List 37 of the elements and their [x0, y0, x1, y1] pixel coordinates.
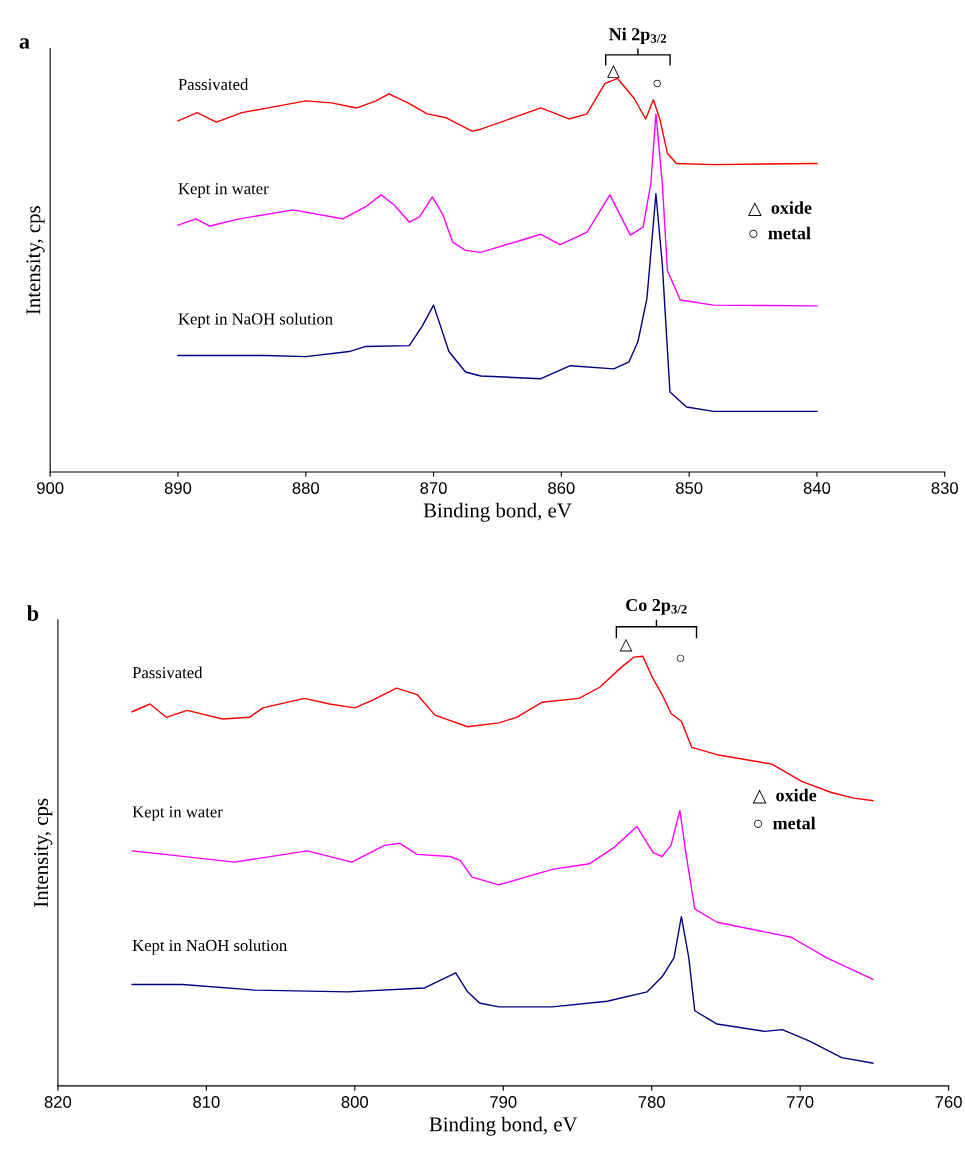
x-tick-label: 860: [548, 482, 575, 494]
x-tick-label: 830: [931, 482, 958, 494]
text: Co 2p$_{3/2}$: [626, 598, 687, 615]
x-tick-label: 810: [193, 1096, 220, 1108]
series-label: Kept in water: [132, 806, 223, 821]
x-axis-title: Binding bond, eV: [423, 502, 572, 522]
annotation: △ oxide: [752, 788, 817, 804]
series-label: Kept in NaOH solution: [178, 312, 333, 328]
annotation: ○: [676, 654, 685, 663]
x-tick-label: 780: [638, 1096, 665, 1108]
x-tick-label: 850: [675, 482, 703, 494]
text: △: [619, 638, 633, 652]
x-tick-label: 760: [935, 1096, 962, 1108]
x-axis-title: Binding bond, eV: [429, 1116, 578, 1136]
x-tick-label: 800: [341, 1096, 369, 1108]
text: Ni 2p$_{3/2}$: [609, 27, 667, 44]
annotation: △ oxide: [747, 201, 812, 216]
x-tick-label: 890: [164, 482, 192, 494]
chart-title: a: [19, 38, 30, 49]
annotation: ○ metal: [754, 816, 816, 830]
x-tick-label: 880: [292, 482, 320, 494]
annotation: ○ metal: [749, 226, 811, 240]
x-tick-label: 870: [420, 482, 447, 494]
x-tick-label: 820: [44, 1096, 72, 1108]
y-axis-title: Intensity, cps: [26, 206, 45, 315]
annotation: ○: [653, 79, 661, 88]
x-tick-label: 770: [787, 1096, 814, 1108]
series-label: Passivated: [178, 78, 249, 90]
x-tick-label: 790: [490, 1096, 517, 1108]
series-label: Kept in water: [178, 183, 269, 198]
series-label: Passivated: [132, 666, 203, 679]
chart-title: b: [27, 605, 39, 621]
x-tick-label: 900: [37, 482, 64, 494]
y-axis-title: Intensity, cps: [34, 798, 53, 907]
text: △: [607, 65, 620, 78]
series-label: Kept in NaOH solution: [132, 939, 287, 955]
x-tick-label: 840: [803, 482, 831, 494]
